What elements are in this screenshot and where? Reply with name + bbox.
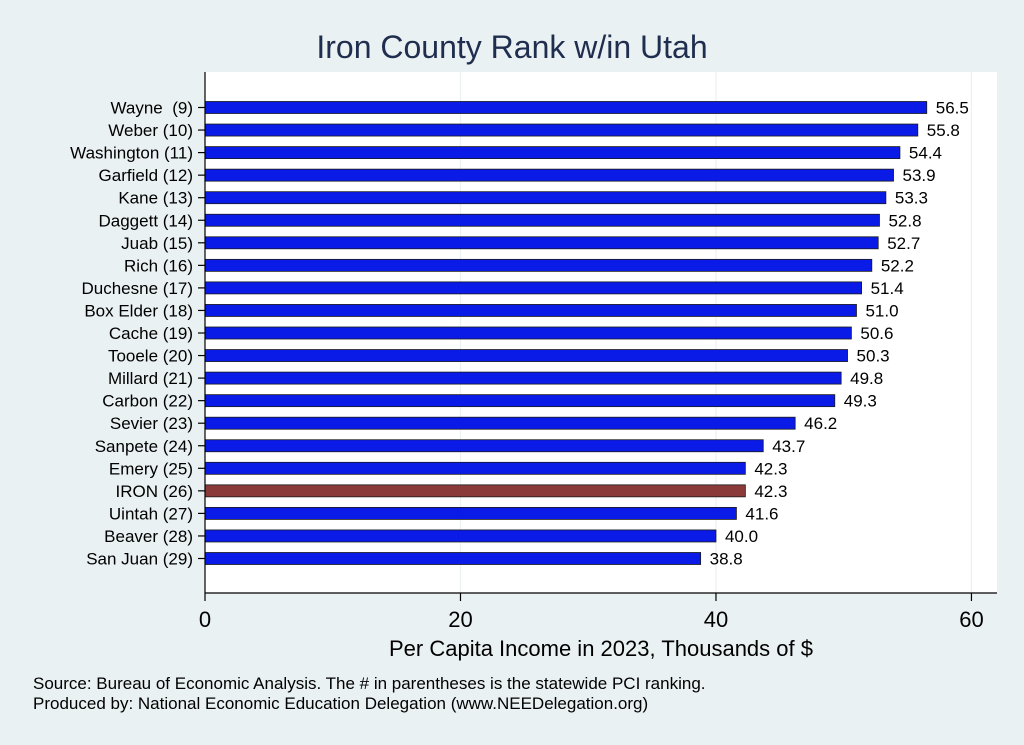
value-label: 43.7 [772, 437, 805, 456]
bar [204, 304, 857, 317]
category-label: Weber (10) [108, 121, 193, 140]
x-tick-label: 0 [199, 607, 211, 632]
category-labels: Wayne (9) Weber (10) Washington (11) Garfie… [70, 99, 205, 569]
x-tick-label: 40 [704, 607, 728, 632]
value-label: 40.0 [725, 527, 758, 546]
value-label: 42.3 [754, 482, 787, 501]
value-label: 38.8 [710, 550, 743, 569]
bar [204, 552, 702, 565]
bar [204, 416, 796, 430]
x-axis-ticks: 0 20 40 60 [199, 593, 984, 632]
value-label: 51.4 [871, 279, 904, 298]
category-label: Emery (25) [109, 459, 193, 478]
value-label: 56.5 [936, 99, 969, 118]
value-label: 50.3 [857, 347, 890, 366]
value-label: 53.3 [895, 189, 928, 208]
category-label: Juab (15) [121, 234, 193, 253]
bar [204, 371, 842, 385]
value-label: 52.8 [888, 211, 921, 230]
value-label: 55.8 [927, 121, 960, 140]
bar [204, 101, 928, 114]
category-label: Washington (11) [70, 144, 193, 163]
bar [204, 236, 879, 250]
bar [204, 461, 746, 475]
x-tick-label: 60 [959, 607, 983, 632]
bar [204, 146, 901, 160]
bar [204, 529, 717, 543]
bar [204, 506, 737, 520]
value-label: 42.3 [754, 459, 787, 478]
chart-title: Iron County Rank w/in Utah [316, 29, 707, 65]
bar [204, 394, 836, 408]
value-label: 46.2 [804, 414, 837, 433]
category-label: Sanpete (24) [95, 437, 193, 456]
category-label: IRON (26) [116, 482, 193, 501]
category-label: Sevier (23) [110, 414, 193, 433]
value-label: 50.6 [860, 324, 893, 343]
bar [204, 213, 880, 227]
producer-note: Produced by: National Economic Education… [33, 694, 648, 713]
value-label: 49.3 [844, 392, 877, 411]
source-note: Source: Bureau of Economic Analysis. The… [33, 674, 706, 693]
category-label: Carbon (22) [102, 392, 193, 411]
category-label: Box Elder (18) [84, 301, 193, 320]
category-label: Cache (19) [109, 324, 193, 343]
value-labels: 56.5 55.8 54.4 53.9 53.3 52.8 52.7 52.2 51.4 51.0… [710, 99, 969, 569]
value-label: 52.2 [881, 256, 914, 275]
value-label: 53.9 [903, 166, 936, 185]
bar [204, 191, 887, 205]
category-label: Rich (16) [124, 256, 193, 275]
value-label: 51.0 [865, 301, 898, 320]
bar [204, 123, 919, 137]
value-label: 52.7 [887, 234, 920, 253]
category-label: Garfield (12) [99, 166, 193, 185]
bar [204, 349, 848, 362]
category-label: Duchesne (17) [81, 279, 193, 298]
x-tick-label: 20 [448, 607, 472, 632]
value-label: 54.4 [909, 144, 942, 163]
category-label: Daggett (14) [99, 211, 194, 230]
category-label: Kane (13) [118, 189, 193, 208]
bar [204, 258, 873, 272]
x-axis-title: Per Capita Income in 2023, Thousands of … [389, 636, 813, 661]
category-label: San Juan (29) [86, 550, 193, 569]
category-label: Millard (21) [108, 369, 193, 388]
bar [204, 439, 764, 453]
bar-highlight [204, 484, 746, 498]
category-label: Tooele (20) [108, 347, 193, 366]
bar [204, 281, 862, 295]
bar [204, 168, 894, 182]
value-label: 41.6 [745, 504, 778, 523]
bar [204, 326, 852, 340]
category-label: Uintah (27) [109, 504, 193, 523]
value-label: 49.8 [850, 369, 883, 388]
category-label: Wayne (9) [110, 99, 193, 118]
category-label: Beaver (28) [104, 527, 193, 546]
